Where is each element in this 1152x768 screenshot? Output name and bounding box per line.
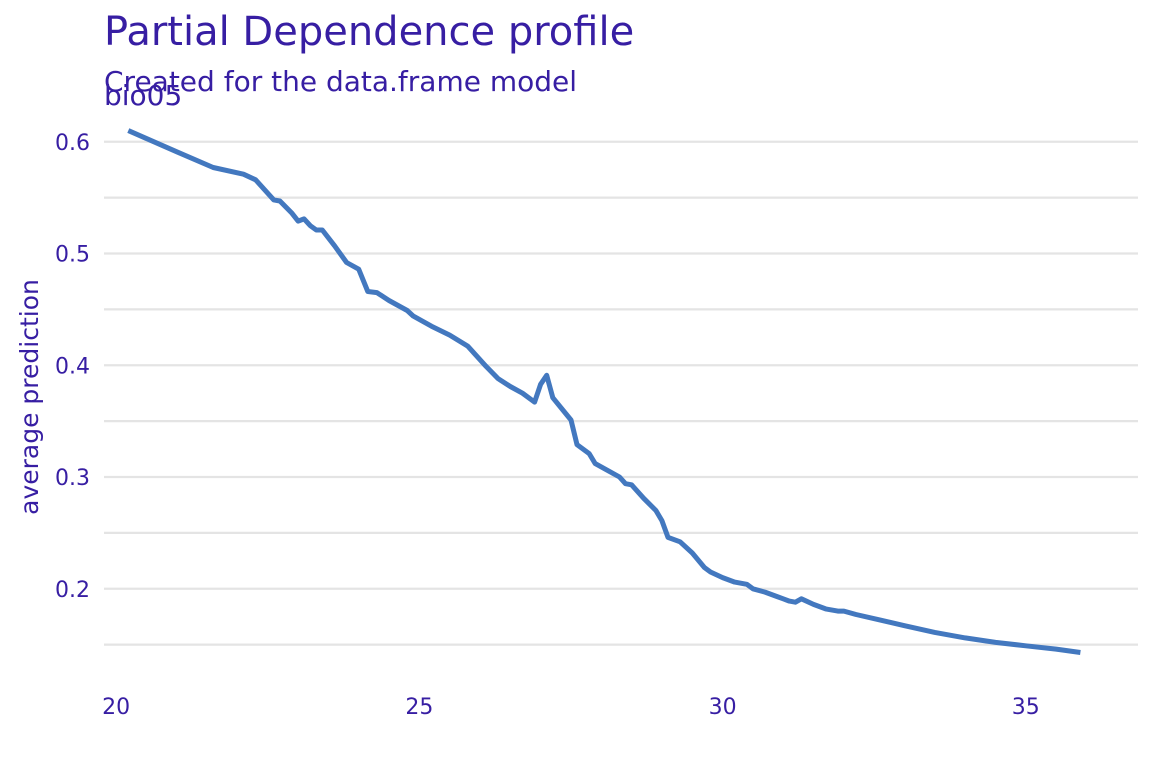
chart-subtitle: Created for the data.frame model <box>104 65 578 98</box>
y-tick-label: 0.5 <box>55 243 90 268</box>
y-tick-label: 0.3 <box>55 466 90 491</box>
gridlines <box>104 140 1138 646</box>
series-layer <box>127 128 1081 655</box>
y-tick-label: 0.6 <box>55 131 90 156</box>
panel-label: bio05 <box>104 79 183 112</box>
pd-series-line <box>127 128 1081 655</box>
x-tick-label: 35 <box>1012 695 1040 720</box>
x-tick-label: 25 <box>405 695 433 720</box>
x-axis-ticks: 20 25 30 35 <box>102 695 1040 720</box>
x-tick-label: 20 <box>102 695 130 720</box>
y-axis-ticks: 0.2 0.3 0.4 0.5 0.6 <box>55 131 90 603</box>
y-tick-label: 0.2 <box>55 578 90 603</box>
chart-title: Partial Dependence profile <box>104 9 635 55</box>
y-axis-title: average prediction <box>15 279 44 515</box>
y-tick-label: 0.4 <box>55 354 90 379</box>
x-tick-label: 30 <box>709 695 737 720</box>
